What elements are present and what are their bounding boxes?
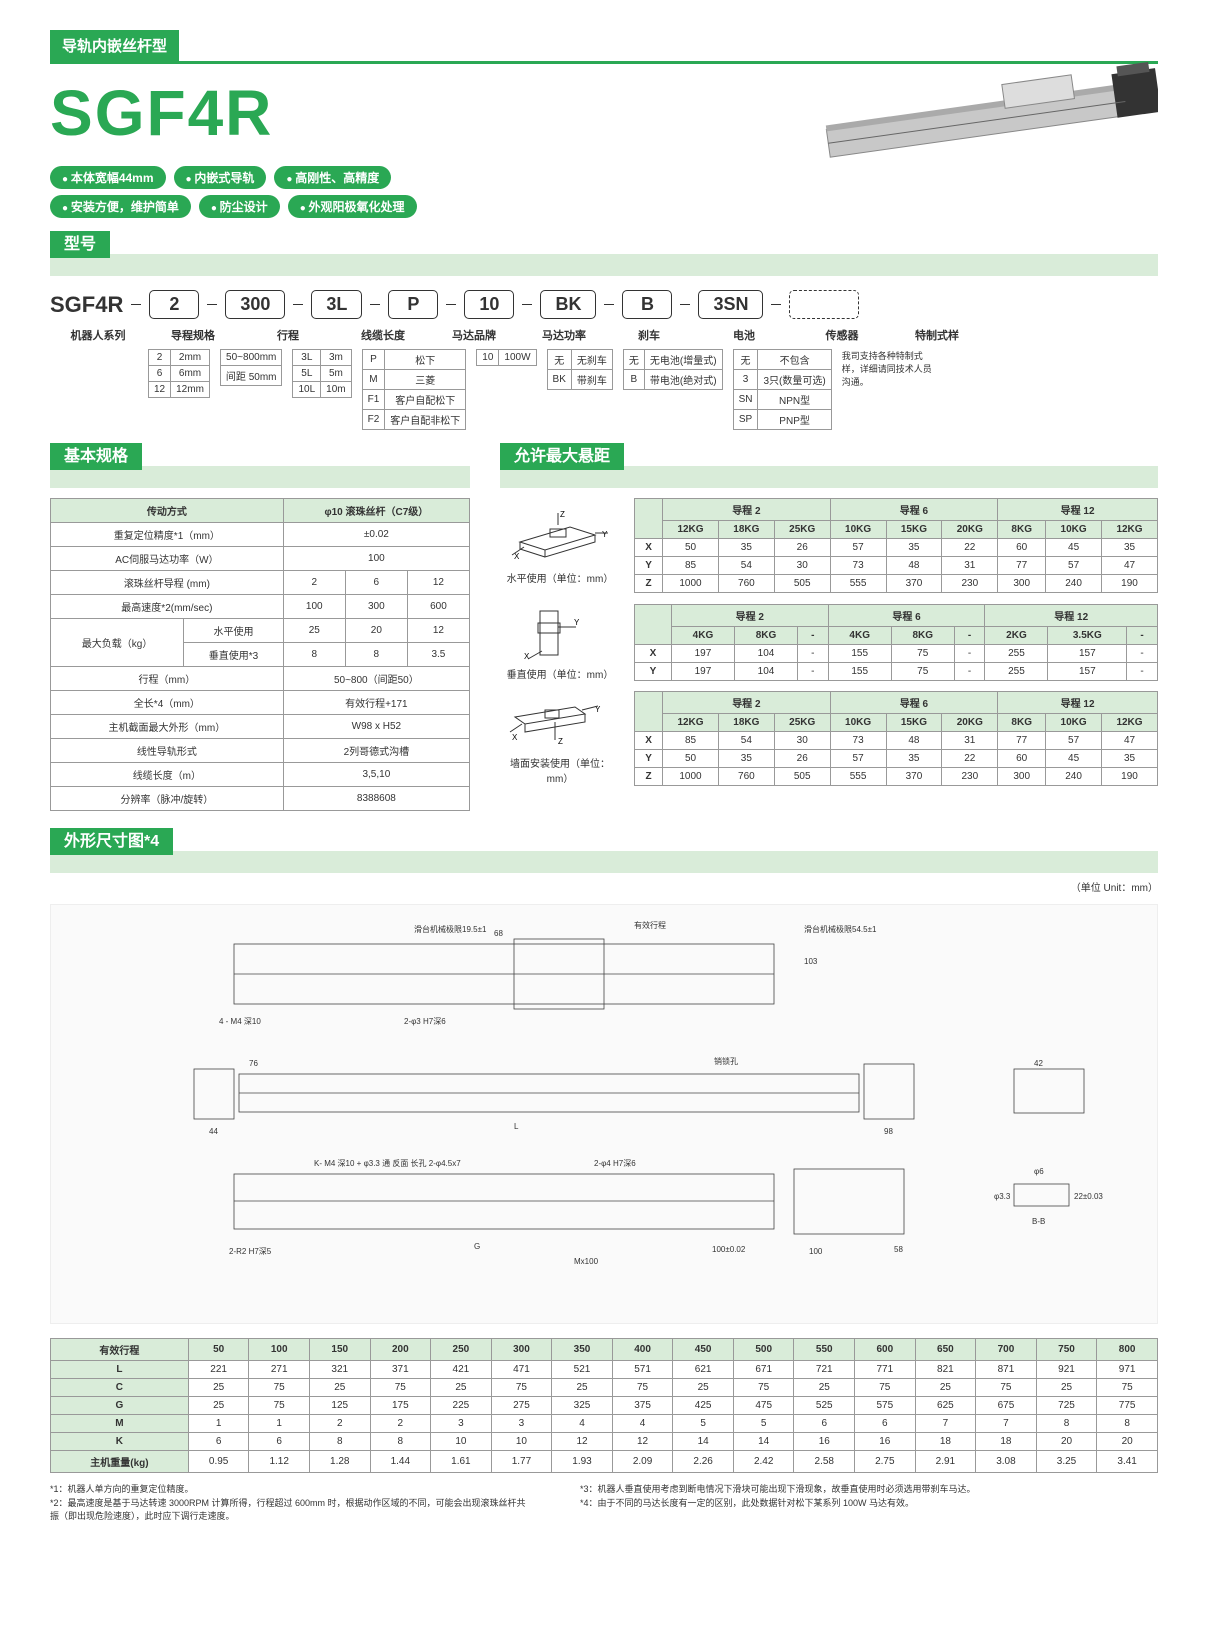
- svg-text:X: X: [524, 652, 530, 661]
- feature-pill: 防尘设计: [199, 195, 280, 218]
- svg-text:68: 68: [494, 929, 503, 938]
- feature-pill: 外观阳极氧化处理: [288, 195, 417, 218]
- model-segment: P: [388, 290, 438, 319]
- model-segment: BK: [540, 290, 596, 319]
- footnotes: *1：机器人单方向的重复定位精度。*2：最高速度是基于马达转速 3000RPM …: [50, 1483, 1158, 1524]
- svg-text:G: G: [474, 1242, 480, 1251]
- svg-text:滑台机械极限19.5±1: 滑台机械极限19.5±1: [414, 924, 487, 934]
- model-code-line: SGF4R 2 300 3L P 10 BK B 3SN: [50, 290, 1158, 319]
- category-badge: 导轨内嵌丝杆型: [50, 30, 179, 61]
- overhang-tables: ZYX水平使用（单位：mm）导程 2导程 6导程 1212KG18KG25KG1…: [500, 498, 1158, 786]
- svg-text:Z: Z: [560, 510, 565, 519]
- model-base: SGF4R: [50, 292, 123, 318]
- svg-text:有效行程: 有效行程: [634, 920, 666, 930]
- svg-text:B-B: B-B: [1032, 1217, 1045, 1226]
- section-dimensions: 外形尺寸图*4: [50, 828, 173, 855]
- technical-drawing: 滑台机械极限19.5±1 滑台机械极限54.5±1 有效行程 4 - M4 深1…: [50, 904, 1158, 1324]
- svg-text:76: 76: [249, 1059, 258, 1068]
- product-image: [778, 40, 1158, 200]
- svg-text:Z: Z: [558, 737, 563, 746]
- section-overhang: 允许最大悬距: [500, 443, 624, 470]
- svg-text:58: 58: [894, 1245, 903, 1254]
- svg-text:100: 100: [809, 1247, 823, 1256]
- section-model: 型号: [50, 231, 110, 258]
- svg-text:2-R2 H7深5: 2-R2 H7深5: [229, 1247, 272, 1256]
- svg-text:103: 103: [804, 957, 818, 966]
- model-segment: 2: [149, 290, 199, 319]
- strip: [50, 254, 1158, 276]
- svg-text:98: 98: [884, 1127, 893, 1136]
- svg-text:X: X: [512, 733, 518, 742]
- svg-text:42: 42: [1034, 1059, 1043, 1068]
- dimension-table: 有效行程501001502002503003504004505005506006…: [50, 1338, 1158, 1473]
- svg-text:2-φ3 H7深6: 2-φ3 H7深6: [404, 1017, 446, 1026]
- section-basic: 基本规格: [50, 443, 142, 470]
- model-segment: 10: [464, 290, 514, 319]
- feature-pill: 内嵌式导轨: [174, 166, 267, 189]
- svg-text:Y: Y: [574, 618, 580, 627]
- svg-text:φ3.3: φ3.3: [994, 1192, 1011, 1201]
- feature-pill: 高刚性、高精度: [274, 166, 391, 189]
- feature-pill: 安装方便，维护简单: [50, 195, 191, 218]
- svg-text:44: 44: [209, 1127, 218, 1136]
- svg-text:22±0.03: 22±0.03: [1074, 1192, 1103, 1201]
- unit-label: （单位 Unit：mm）: [50, 879, 1158, 894]
- svg-text:L: L: [514, 1122, 519, 1131]
- svg-text:销锁孔: 销锁孔: [714, 1056, 738, 1066]
- model-segment: B: [622, 290, 672, 319]
- svg-text:φ6: φ6: [1034, 1167, 1044, 1176]
- svg-text:4 - M4 深10: 4 - M4 深10: [219, 1017, 261, 1026]
- svg-text:100±0.02: 100±0.02: [712, 1245, 746, 1254]
- basic-spec-table: 传动方式φ10 滚珠丝杆（C7级）重复定位精度*1（mm）±0.02AC伺服马达…: [50, 498, 470, 811]
- svg-text:2-φ4 H7深6: 2-φ4 H7深6: [594, 1159, 636, 1168]
- option-tables: 22mm66mm1212mm50~800mm间距 50mm3L3m5L5m10L…: [50, 349, 1158, 430]
- svg-text:滑台机械极限54.5±1: 滑台机械极限54.5±1: [804, 924, 877, 934]
- svg-text:Y: Y: [602, 530, 608, 539]
- model-segment-custom: [789, 290, 859, 319]
- svg-text:Mx100: Mx100: [574, 1257, 599, 1266]
- model-labels: 机器人系列导程规格行程线缆长度马达品牌马达功率刹车电池传感器特制式样: [50, 327, 1158, 343]
- model-segment: 3L: [311, 290, 362, 319]
- model-segment: 3SN: [698, 290, 763, 319]
- svg-text:K- M4 深10 + φ3.3 通 反面 长孔 2-φ4.: K- M4 深10 + φ3.3 通 反面 长孔 2-φ4.5x7: [314, 1158, 461, 1168]
- feature-pill: 本体宽幅44mm: [50, 166, 166, 189]
- model-segment: 300: [225, 290, 285, 319]
